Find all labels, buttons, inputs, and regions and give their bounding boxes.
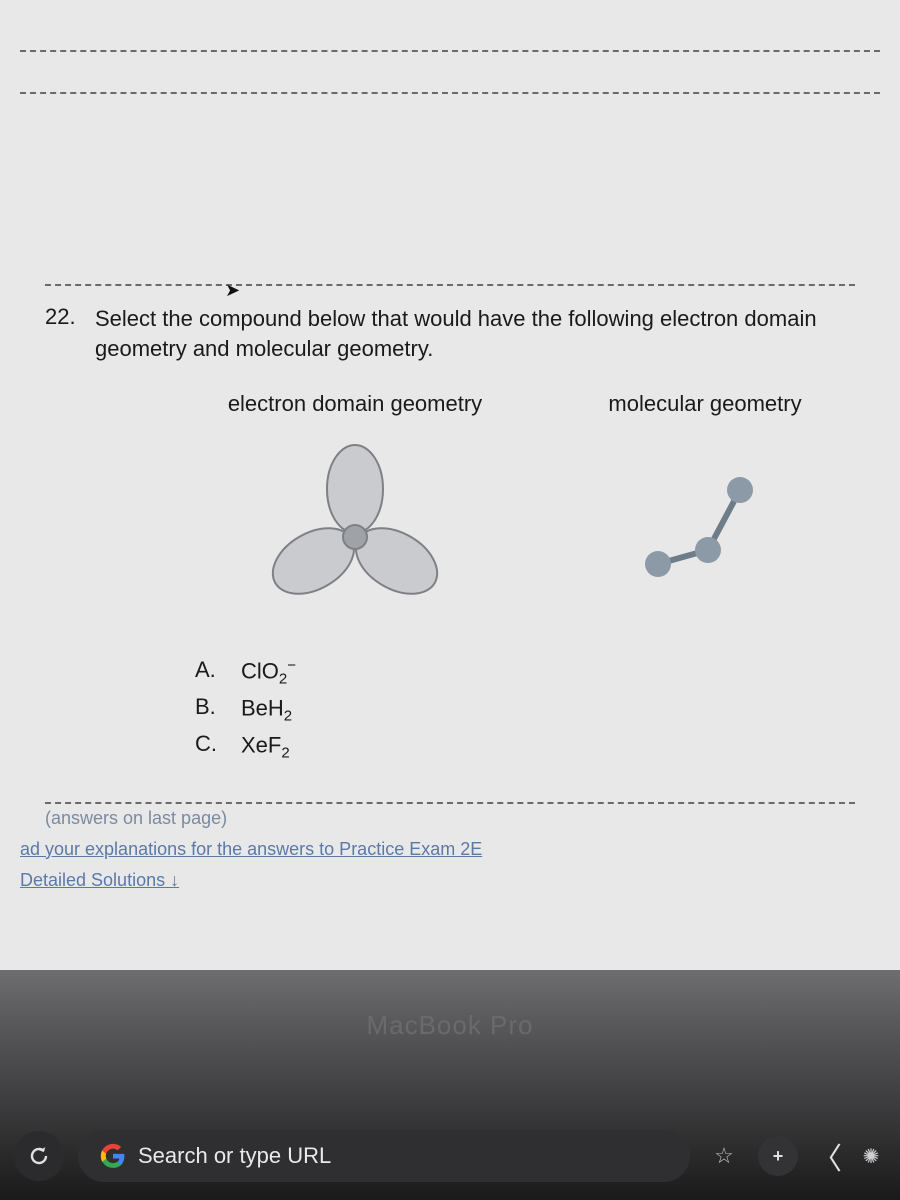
geometry-graphics — [45, 437, 855, 627]
omnibox-placeholder: Search or type URL — [138, 1143, 331, 1169]
macbook-pro-label: MacBook Pro — [0, 1010, 900, 1041]
geometry-headers: electron domain geometry molecular geome… — [45, 391, 855, 417]
cursor-icon: ➤ — [225, 280, 240, 301]
header-electron-domain: electron domain geometry — [195, 391, 515, 417]
divider — [45, 284, 855, 286]
choice-letter: A. — [195, 657, 223, 688]
bent-molecule-graphic — [575, 462, 835, 602]
choice-a[interactable]: A. ClO2− — [195, 657, 855, 688]
header-molecular: molecular geometry — [575, 391, 835, 417]
choice-formula: XeF2 — [241, 731, 290, 762]
detailed-solutions-link[interactable]: Detailed Solutions ↓ — [20, 870, 880, 891]
menu-button[interactable]: ✺ — [856, 1144, 886, 1169]
star-icon: ☆ — [714, 1143, 734, 1168]
explanations-link[interactable]: ad your explanations for the answers to … — [20, 839, 880, 860]
question-row: 22. Select the compound below that would… — [45, 304, 855, 363]
choice-c[interactable]: C. XeF2 — [195, 731, 855, 762]
question-number: 22. — [45, 304, 85, 330]
answer-choices: A. ClO2− B. BeH2 C. XeF2 — [195, 657, 855, 761]
divider — [20, 92, 880, 94]
google-icon — [100, 1143, 126, 1169]
choice-formula: BeH2 — [241, 694, 292, 725]
new-tab-button[interactable]: + — [758, 1136, 798, 1176]
answers-on-last-page-link[interactable]: (answers on last page) — [45, 808, 855, 829]
chevron-left-icon: 〈 — [812, 1143, 842, 1176]
omnibox[interactable]: Search or type URL — [78, 1130, 690, 1182]
reload-button[interactable] — [14, 1131, 64, 1181]
reload-icon — [27, 1144, 51, 1168]
document-page: ➤ 22. Select the compound below that wou… — [0, 0, 900, 970]
divider — [45, 802, 855, 804]
divider — [20, 50, 880, 52]
choice-letter: C. — [195, 731, 223, 762]
sparkle-icon: ✺ — [863, 1146, 880, 1168]
choice-b[interactable]: B. BeH2 — [195, 694, 855, 725]
choice-formula: ClO2− — [241, 657, 296, 688]
browser-toolbar: Search or type URL ☆ + 〈 ✺ — [14, 1126, 886, 1186]
plus-icon: + — [773, 1146, 784, 1167]
tabs-button[interactable]: 〈 — [812, 1134, 842, 1178]
question-block: 22. Select the compound below that would… — [20, 284, 880, 829]
trigonal-planar-graphic — [195, 437, 515, 627]
choice-letter: B. — [195, 694, 223, 725]
bookmark-button[interactable]: ☆ — [704, 1143, 744, 1169]
question-text: Select the compound below that would hav… — [95, 304, 855, 363]
